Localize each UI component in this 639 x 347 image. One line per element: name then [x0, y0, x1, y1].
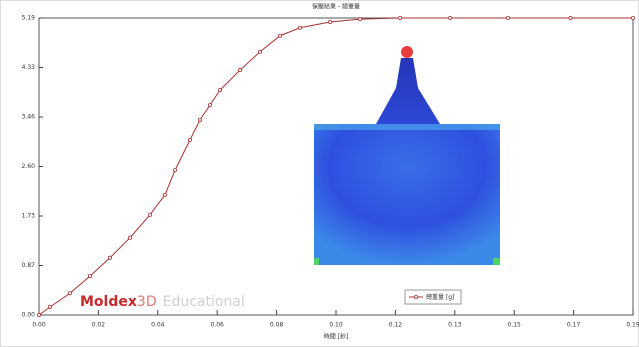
watermark-edition: Educational [163, 294, 245, 310]
x-tick-label: 0.15 [508, 322, 522, 329]
x-tick-label: 0.04 [151, 322, 165, 329]
point [48, 305, 51, 308]
x-tick-label: 0.13 [448, 322, 462, 329]
y-tick-label: 5.19 [22, 15, 36, 22]
point [506, 16, 509, 19]
y-tick-label: 1.73 [22, 213, 36, 220]
point [328, 20, 331, 23]
watermark-suffix: 3D [137, 294, 157, 310]
point [173, 169, 176, 172]
y-tick-label: 0.87 [22, 262, 36, 269]
point [198, 118, 201, 121]
x-tick-label: 0.10 [329, 322, 343, 329]
point [398, 16, 401, 19]
chart-title: 保壓結果 - 總重量 [312, 3, 360, 11]
point [258, 50, 261, 53]
point [358, 18, 361, 21]
y-tick-label: 4.33 [22, 64, 36, 71]
point [68, 292, 71, 295]
point [569, 16, 572, 19]
x-tick-label: 0.00 [32, 322, 46, 329]
legend-marker [414, 295, 417, 298]
y-tick-label: 3.46 [22, 114, 36, 121]
y-tick-label: 2.60 [22, 163, 36, 170]
legend-label: 總重量 [g] [426, 293, 454, 301]
x-tick-label: 0.06 [211, 322, 225, 329]
point [278, 34, 281, 37]
point [37, 313, 40, 316]
point [631, 16, 634, 19]
point [218, 89, 221, 92]
chart: 保壓結果 - 總重量 時間 [秒] Moldex3D Educational 0.… [0, 0, 639, 347]
watermark-brand: Moldex [80, 294, 137, 310]
x-tick-label: 0.19 [626, 322, 639, 329]
x-tick-label: 0.02 [92, 322, 106, 329]
point [163, 193, 166, 196]
point [208, 103, 211, 106]
y-tick-label: 0.00 [22, 312, 36, 319]
watermark: Moldex3D Educational [80, 294, 245, 310]
x-tick-label: 0.17 [567, 322, 581, 329]
x-tick-label: 0.08 [270, 322, 284, 329]
point [188, 138, 191, 141]
point [108, 256, 111, 259]
point [449, 16, 452, 19]
x-axis-label: 時間 [秒] [324, 333, 349, 341]
point [148, 213, 151, 216]
point [88, 274, 91, 277]
x-tick-label: 0.12 [389, 322, 403, 329]
point [128, 236, 131, 239]
point [298, 26, 301, 29]
point [238, 68, 241, 71]
